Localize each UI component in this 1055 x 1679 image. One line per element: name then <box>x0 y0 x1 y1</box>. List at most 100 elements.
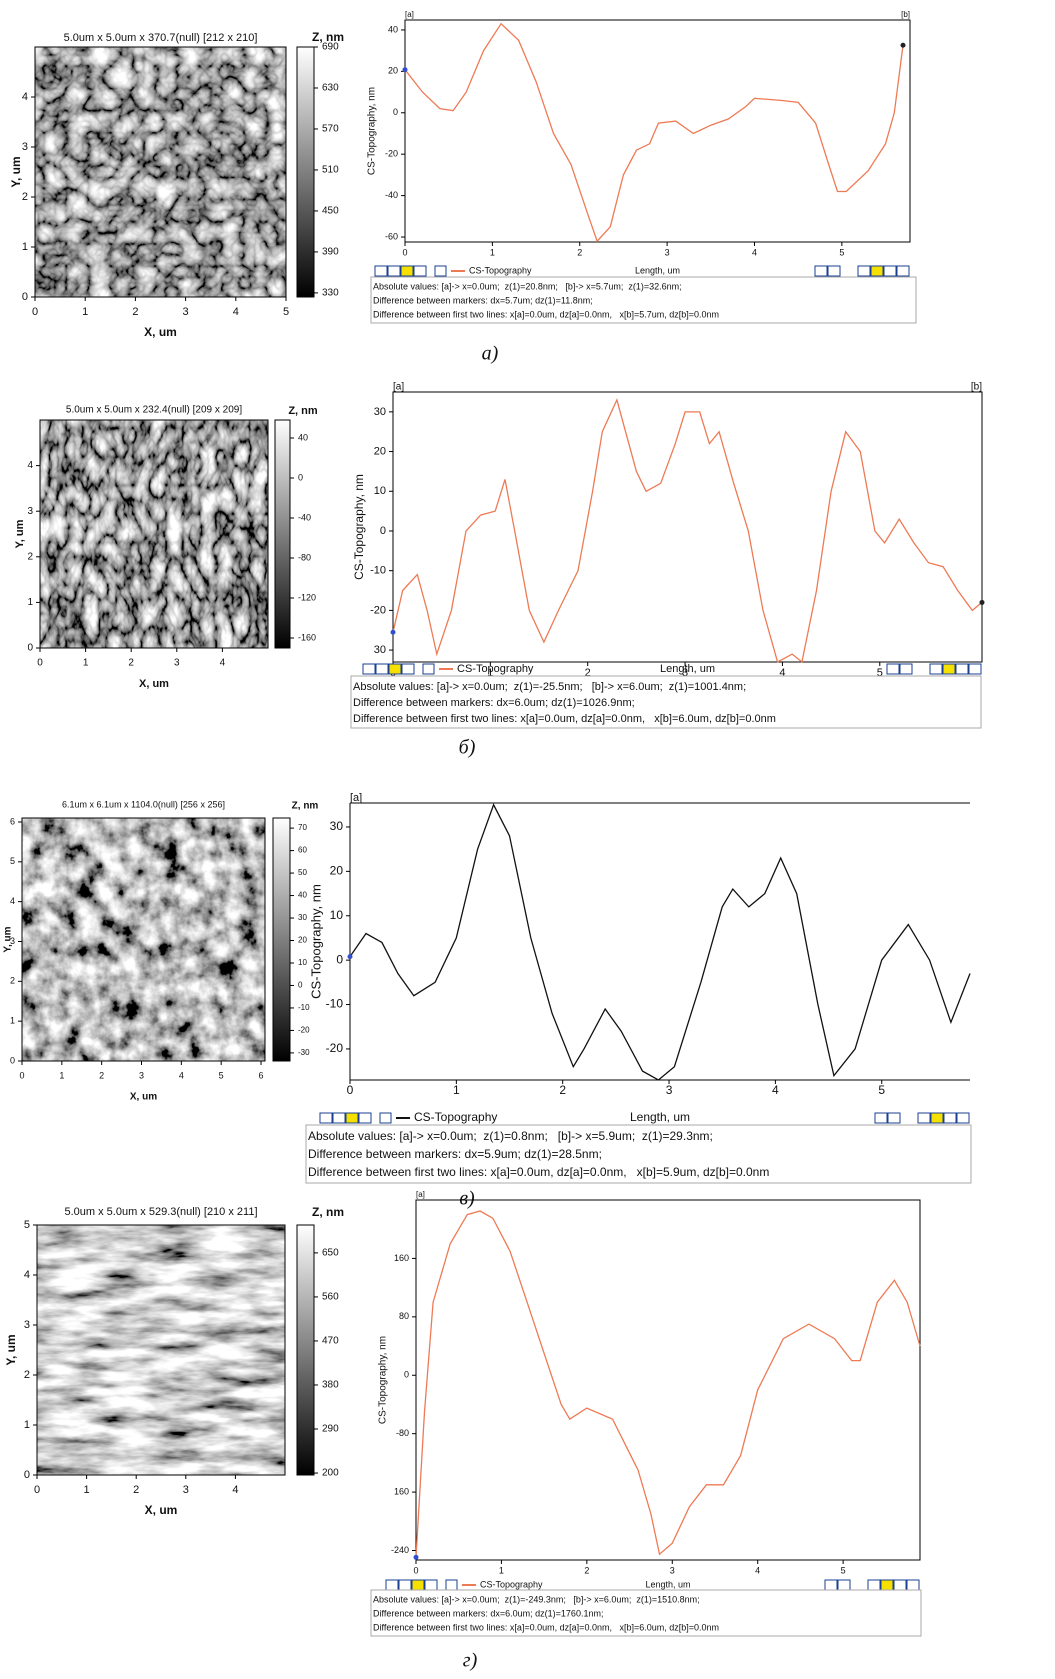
afm-texture <box>37 1225 285 1475</box>
y-tick-label: 10 <box>374 485 386 497</box>
y-tick-label: -240 <box>391 1545 409 1555</box>
legend-entry: CS-Topography <box>480 1579 543 1589</box>
x-tick-label: 5 <box>219 1070 224 1080</box>
toolbar-button <box>374 265 388 277</box>
y-tick-label: 20 <box>388 66 398 76</box>
colorbar-label: Z, nm <box>292 801 319 812</box>
colorbar-tick-label: 450 <box>322 206 339 217</box>
x-tick-label: 1 <box>453 1083 460 1097</box>
legend-toggle <box>445 1579 458 1591</box>
toolbar-button <box>411 1579 425 1591</box>
colorbar-tick-label: -80 <box>298 552 311 562</box>
marker-a <box>390 629 396 635</box>
marker-a <box>347 954 353 960</box>
afm-texture <box>22 818 265 1061</box>
y-tick-label: 0 <box>404 1370 409 1380</box>
toolbar-button <box>906 1579 920 1591</box>
y-tick-label: -40 <box>385 190 398 200</box>
y-tick-label: -10 <box>326 997 344 1011</box>
x-tick-label: 2 <box>99 1070 104 1080</box>
legend-entry: CS-Topography <box>457 663 534 675</box>
toolbar-button <box>899 663 913 675</box>
colorbar-tick-label: 30 <box>298 913 307 922</box>
toolbar-button <box>874 1112 888 1124</box>
legend-toggle <box>379 1112 392 1124</box>
info-line: Absolute values: [a]-> x=0.0um; z(1)=-24… <box>373 1594 700 1604</box>
image-title: 6.1um x 6.1um x 1104.0(null) [256 x 256] <box>62 799 225 809</box>
x-tick-label: 2 <box>577 247 582 257</box>
x-tick-label: 4 <box>779 667 785 679</box>
toolbar-button <box>401 663 415 675</box>
colorbar-tick-label: 60 <box>298 846 307 855</box>
y-tick-label: 2 <box>24 1369 30 1381</box>
y-axis-label: CS-Topography, nm <box>367 87 378 175</box>
image-frame <box>21 817 266 1062</box>
colorbar-label: Z, nm <box>312 1205 344 1219</box>
toolbar-button <box>375 663 389 675</box>
caption: б) <box>459 737 476 759</box>
y-axis-label: CS-Topography, nm <box>308 884 323 999</box>
x-tick-label: 1 <box>59 1070 64 1080</box>
marker-a <box>402 67 408 73</box>
colorbar-tick-label: 560 <box>322 1292 339 1303</box>
toolbar-button <box>413 265 427 277</box>
toolbar-button <box>362 663 376 675</box>
x-axis-label: Length, um <box>630 1110 690 1124</box>
profile-line <box>415 1210 921 1558</box>
x-tick-label: 1 <box>82 306 88 318</box>
x-tick-label: 5 <box>283 306 289 318</box>
x-tick-label: 4 <box>179 1070 184 1080</box>
colorbar-tick-label: -20 <box>298 1026 310 1035</box>
x-tick-label: 1 <box>499 1565 504 1575</box>
x-tick-label: 4 <box>755 1565 760 1575</box>
y-tick-label: 20 <box>374 445 386 457</box>
y-tick-label: 3 <box>24 1319 30 1331</box>
y-tick-label: 0 <box>22 291 28 303</box>
toolbar-button <box>358 1112 372 1124</box>
y-tick-label: 2 <box>22 191 28 203</box>
colorbar-label: Z, nm <box>312 30 344 44</box>
afm-texture <box>40 420 268 648</box>
x-tick-label: 0 <box>347 1083 354 1097</box>
caption: г) <box>463 1650 478 1672</box>
colorbar-tick-label: -40 <box>298 512 311 522</box>
y-tick-label: 3 <box>27 506 33 517</box>
colorbar-tick-label: 0 <box>298 472 303 482</box>
plot-frame <box>404 19 911 243</box>
toolbar-button <box>942 663 956 675</box>
info-line: Difference between first two lines: x[a]… <box>308 1165 769 1179</box>
colorbar-tick-label: 0 <box>298 981 303 990</box>
colorbar-tick-label: 630 <box>322 83 339 94</box>
toolbar-button <box>387 265 401 277</box>
caption: а) <box>482 343 499 365</box>
x-axis-label: X, um <box>144 325 177 339</box>
toolbar-button <box>883 265 897 277</box>
info-line: Difference between markers: dx=5.7um; dz… <box>373 295 593 305</box>
y-tick-label: 80 <box>399 1311 409 1321</box>
toolbar-button <box>345 1112 359 1124</box>
colorbar-tick-label: -30 <box>298 1048 310 1057</box>
info-line: Absolute values: [a]-> x=0.0um; z(1)=-25… <box>353 681 746 693</box>
colorbar-tick-label: 650 <box>322 1248 339 1259</box>
info-line: Difference between first two lines: x[a]… <box>353 713 776 725</box>
x-axis-label: Length, um <box>645 1579 690 1589</box>
y-tick-label: 1 <box>27 597 33 608</box>
info-line: Difference between markers: dx=6.0um; dz… <box>373 1608 603 1618</box>
colorbar-label: Z, nm <box>288 405 318 417</box>
colorbar-tick-label: 200 <box>322 1468 339 1479</box>
x-tick-label: 3 <box>665 247 670 257</box>
toolbar-button <box>857 265 871 277</box>
y-tick-label: 4 <box>27 460 33 471</box>
info-box <box>370 1589 922 1637</box>
info-line: Difference between first two lines: x[a]… <box>373 1622 719 1632</box>
x-tick-label: 0 <box>413 1565 418 1575</box>
colorbar <box>296 46 315 298</box>
profile-line <box>392 398 983 664</box>
toolbar-button <box>400 265 414 277</box>
x-tick-label: 2 <box>559 1083 566 1097</box>
profile-line <box>349 803 971 1081</box>
y-tick-label: 1 <box>10 1016 15 1026</box>
x-tick-label: 3 <box>682 667 688 679</box>
x-tick-label: 5 <box>841 1565 846 1575</box>
y-tick-label: 0 <box>24 1469 30 1481</box>
